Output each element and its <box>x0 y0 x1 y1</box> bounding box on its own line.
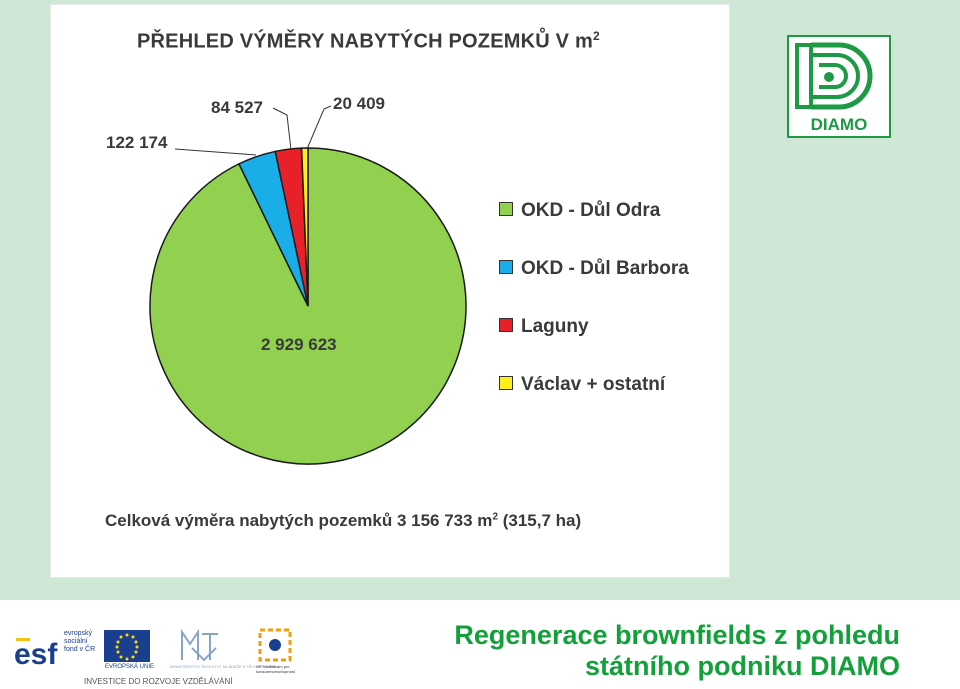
op-label: OP Vzdělávání pro konkurenceschopnost <box>256 664 295 674</box>
legend-item-barbora: OKD - Důl Barbora <box>499 259 689 279</box>
esf-logo-icon: esf <box>12 630 60 672</box>
esf-text: evropský sociální fond v ČR <box>64 630 96 653</box>
legend-item-vaclav: Václav + ostatní <box>499 375 689 395</box>
legend-label: OKD - Důl Odra <box>521 200 661 221</box>
legend-swatch <box>499 375 513 390</box>
slice-odra <box>149 147 467 465</box>
eu-label: EVROPSKÁ UNIE <box>105 664 155 670</box>
data-label-barbora-leader <box>174 148 257 156</box>
eu-flag-icon <box>104 630 150 662</box>
presentation-title-line1: Regenerace brownfields z pohledu <box>454 620 900 650</box>
footer-logos: esf evropský sociální fond v ČR EVROPSKÁ… <box>12 624 312 688</box>
legend-label: Václav + ostatní <box>521 374 666 395</box>
diamo-logo-text: DIAMO <box>811 115 868 134</box>
slice-vaclav <box>300 147 309 307</box>
chart-title: PŘEHLED VÝMĚRY NABYTÝCH POZEMKŮ V m2 <box>137 29 600 53</box>
chart-panel: 2 929 623 122 174 84 527 20 409 PŘEHLED VÝM… <box>50 4 730 578</box>
diamo-logo: DIAMO <box>787 35 891 138</box>
footer-band <box>0 600 960 689</box>
legend-label: OKD - Důl Barbora <box>521 258 689 279</box>
pie-chart: 2 929 623 122 174 84 527 20 409 <box>106 94 467 465</box>
msmt-logo-icon <box>181 628 218 662</box>
op-logo-icon <box>258 628 292 662</box>
legend-swatch <box>499 317 513 332</box>
legend-swatch <box>499 201 513 216</box>
data-label-barbora: 122 174 <box>106 133 168 152</box>
data-label-vaclav-leader <box>306 105 332 150</box>
investice-text: INVESTICE DO ROZVOJE VZDĚLÁVÁNÍ <box>84 677 233 686</box>
data-label-vaclav: 20 409 <box>333 94 385 113</box>
legend: OKD - Důl Odra OKD - Důl Barbora Laguny Vác… <box>499 201 689 433</box>
msmt-label: MINISTERSTVO ŠKOLSTVÍ, MLÁDEŽE A TĚLOVÝC… <box>170 664 277 669</box>
data-label-laguny: 84 527 <box>211 98 263 117</box>
legend-swatch <box>499 259 513 274</box>
data-label-odra: 2 929 623 <box>261 335 337 354</box>
presentation-title: Regenerace brownfields z pohledu státníh… <box>454 620 900 682</box>
presentation-title-line2: státního podniku DIAMO <box>585 651 900 681</box>
svg-text:esf: esf <box>14 638 58 671</box>
legend-item-odra: OKD - Důl Odra <box>499 201 689 221</box>
legend-item-laguny: Laguny <box>499 317 689 337</box>
total-area-text: Celková výměra nabytých pozemků 3 156 73… <box>105 511 582 530</box>
legend-label: Laguny <box>521 316 589 337</box>
data-label-laguny-leader <box>272 107 292 151</box>
